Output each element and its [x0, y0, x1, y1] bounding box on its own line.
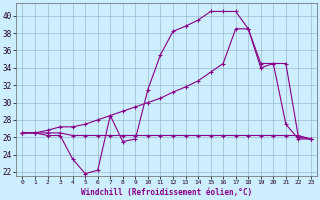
X-axis label: Windchill (Refroidissement éolien,°C): Windchill (Refroidissement éolien,°C)	[81, 188, 252, 197]
